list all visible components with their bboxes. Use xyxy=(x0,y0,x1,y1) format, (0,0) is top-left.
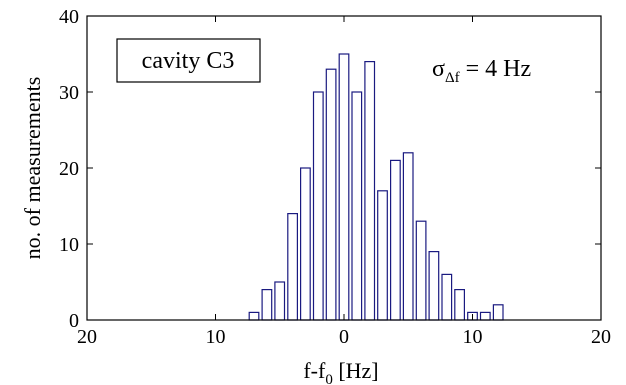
y-tick-label: 20 xyxy=(59,158,79,180)
histogram-bar xyxy=(454,289,465,321)
x-tick-label: 20 xyxy=(77,326,97,348)
histogram-bar xyxy=(325,68,337,321)
bars-group xyxy=(248,53,504,321)
cavity-label: cavity C3 xyxy=(142,48,235,74)
x-tick-label: 10 xyxy=(206,326,226,348)
histogram-bar xyxy=(377,190,388,321)
y-tick-label: 10 xyxy=(59,234,79,256)
histogram-bar xyxy=(492,304,504,321)
y-tick-label: 40 xyxy=(59,6,79,28)
histogram-bar xyxy=(479,311,491,321)
histogram-bar xyxy=(300,167,311,321)
x-axis-label-subscript: 0 xyxy=(325,372,333,385)
sigma-symbol: σ xyxy=(432,56,445,82)
x-ticks: 20 10 0 10 20 xyxy=(77,16,611,348)
histogram-bar xyxy=(338,53,350,321)
y-tick-label: 30 xyxy=(59,82,79,104)
histogram-bar xyxy=(415,220,427,321)
histogram-bar xyxy=(248,311,260,321)
y-ticks: 0 10 20 30 40 xyxy=(59,6,601,332)
x-axis-label-main: f-f xyxy=(303,358,326,383)
histogram-bar xyxy=(441,273,453,321)
x-tick-label: 10 xyxy=(463,326,483,348)
histogram-bar xyxy=(312,91,324,321)
x-tick-label: 0 xyxy=(339,326,349,348)
y-axis-label: no. of measurements xyxy=(20,77,45,260)
histogram-bar xyxy=(428,251,440,321)
y-tick-label: 0 xyxy=(69,310,79,332)
histogram-bar xyxy=(351,91,363,321)
histogram-bar xyxy=(287,213,298,321)
histogram-bar xyxy=(274,281,286,321)
x-axis-label: f-f0 [Hz] xyxy=(303,358,378,385)
cavity-label-box xyxy=(116,38,261,83)
histogram-bar xyxy=(402,152,414,321)
histogram-bar xyxy=(364,60,376,321)
sigma-value: = 4 Hz xyxy=(460,56,532,82)
x-tick-label: 20 xyxy=(591,326,611,348)
x-axis-label-unit: [Hz] xyxy=(333,358,379,383)
histogram-bar xyxy=(261,289,273,321)
sigma-subscript: Δf xyxy=(445,70,460,86)
sigma-annotation: σΔf = 4 Hz xyxy=(432,56,531,86)
histogram-bar xyxy=(390,159,401,321)
